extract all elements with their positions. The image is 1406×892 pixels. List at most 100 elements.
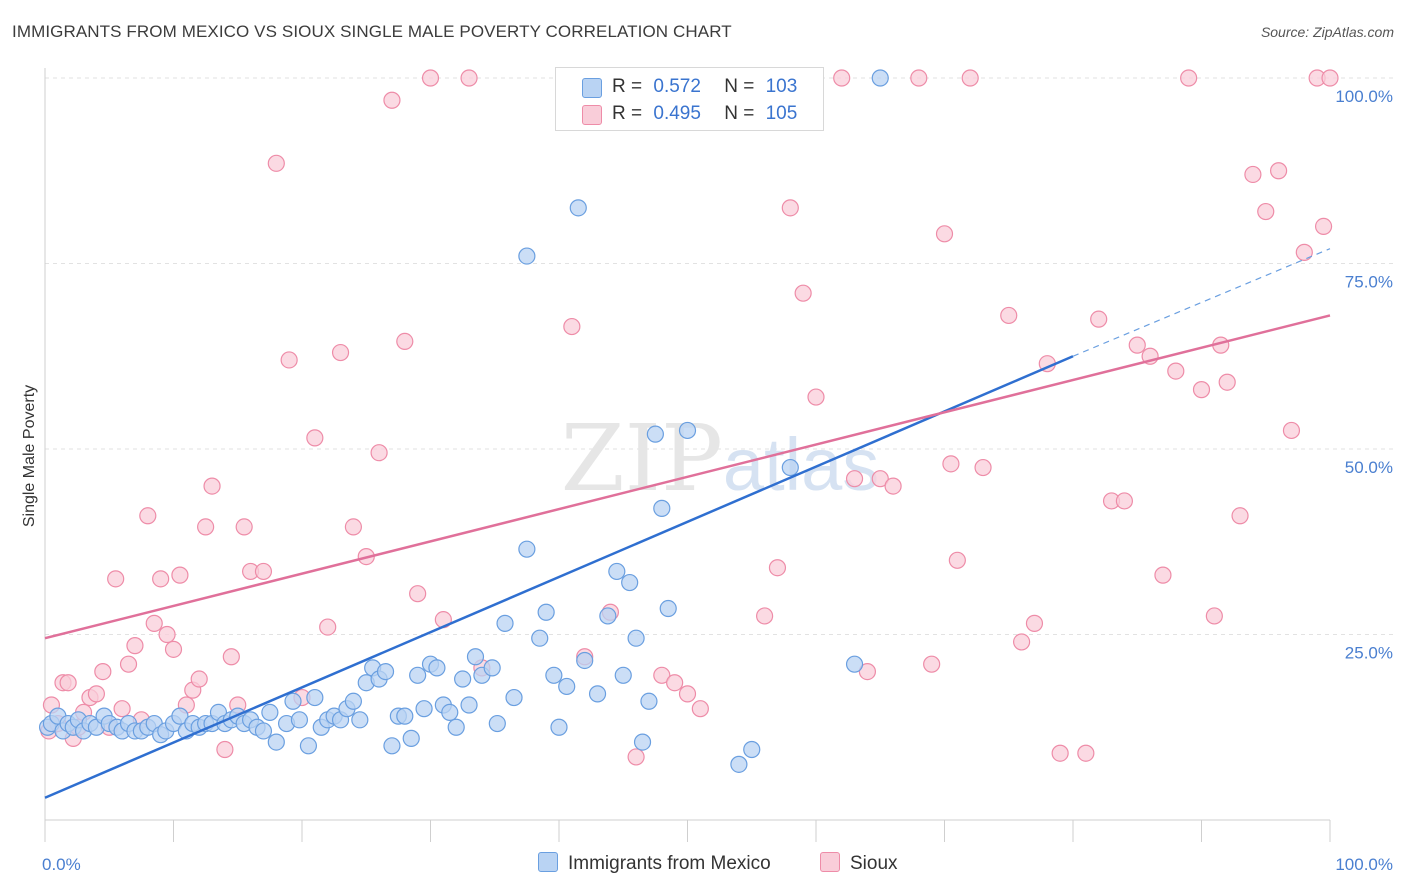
mexico-point <box>569 199 587 217</box>
sioux-point <box>627 748 645 766</box>
sioux-point <box>113 700 131 718</box>
bottom-legend-mexico: Immigrants from Mexico <box>538 852 771 875</box>
sioux-point <box>781 199 799 217</box>
sioux-point <box>1154 566 1172 584</box>
mexico-point <box>402 729 420 747</box>
sioux-point <box>1218 373 1236 391</box>
sioux-point <box>948 551 966 569</box>
mexico-point <box>171 707 189 725</box>
mexico-point <box>743 740 761 759</box>
sioux-point <box>794 284 812 302</box>
mexico-point <box>344 692 362 710</box>
sioux-point <box>1205 607 1223 625</box>
mexico-point <box>614 666 632 684</box>
sioux-point <box>1115 492 1134 510</box>
x-tick-label: 0.0% <box>42 855 81 874</box>
mexico-point <box>383 737 401 755</box>
sioux-point <box>1051 744 1069 762</box>
sioux-point <box>923 655 941 673</box>
mexico-trend-extension <box>1072 248 1331 357</box>
legend-r-value: 0.572 <box>653 76 701 97</box>
sioux-point <box>331 343 350 362</box>
sioux-point <box>319 618 337 636</box>
legend: R = 0.572 N = 103 R = 0.495 N = 105 <box>555 67 824 131</box>
sioux-point <box>1269 162 1288 180</box>
sioux-point <box>653 666 671 684</box>
mexico-point <box>488 714 506 733</box>
sioux-point <box>1000 306 1018 325</box>
legend-r-label: R = <box>612 76 643 97</box>
mexico-trend-line <box>44 355 1074 799</box>
mexico-point <box>678 421 697 440</box>
mexico-point <box>306 688 324 707</box>
mexico-points <box>38 69 889 773</box>
sioux-point <box>409 585 427 603</box>
sioux-point <box>460 69 478 87</box>
mexico-point <box>627 629 645 647</box>
mexico-point <box>871 69 889 87</box>
sioux-point <box>344 518 362 536</box>
sioux-point <box>1282 421 1301 440</box>
mexico-point <box>254 722 273 740</box>
chart-title: IMMIGRANTS FROM MEXICO VS SIOUX SINGLE M… <box>12 22 732 41</box>
sioux-point <box>139 507 157 525</box>
sioux-point <box>961 69 979 87</box>
mexico-point <box>351 711 369 729</box>
sioux-point <box>858 662 877 681</box>
mexico-point <box>550 718 568 736</box>
mexico-point <box>537 603 555 621</box>
sioux-point <box>1025 614 1044 632</box>
legend-swatch-mexico <box>582 78 602 98</box>
mexico-point <box>428 659 446 677</box>
sioux-point <box>396 332 414 351</box>
mexico-point <box>299 737 318 755</box>
mexico-point <box>505 688 523 707</box>
sioux-point <box>1244 165 1262 184</box>
sioux-point <box>87 685 106 703</box>
mexico-point <box>621 573 639 592</box>
sioux-point <box>833 69 851 87</box>
sioux-point <box>1231 507 1249 525</box>
source-label: Source: ZipAtlas.com <box>1260 24 1394 40</box>
mexico-point <box>496 614 514 632</box>
sioux-trend-line <box>44 314 1331 640</box>
sioux-point <box>254 562 273 581</box>
mexico-point <box>653 499 671 517</box>
legend-row-sioux: R = 0.495 N = 105 <box>556 101 823 127</box>
mexico-point <box>460 696 478 714</box>
legend-r-label: R = <box>612 103 643 124</box>
legend-n-label: N = <box>724 76 755 97</box>
sioux-point <box>383 91 401 109</box>
sioux-point <box>1192 381 1211 399</box>
mexico-point <box>640 692 658 710</box>
mexico-point <box>730 755 748 773</box>
sioux-point <box>267 154 285 172</box>
mexico-point <box>518 540 536 558</box>
sioux-point <box>203 477 221 495</box>
sioux-point <box>935 225 954 243</box>
sioux-point <box>974 458 992 477</box>
mexico-point <box>466 648 485 666</box>
axes <box>44 68 1331 842</box>
mexico-point <box>454 670 472 688</box>
y-tick-label: 25.0% <box>1345 644 1393 663</box>
mexico-point <box>267 733 285 751</box>
mexico-point <box>441 703 459 722</box>
sioux-point <box>59 674 77 692</box>
sioux-point <box>107 570 125 588</box>
sioux-point <box>1090 310 1108 328</box>
sioux-point <box>171 566 189 584</box>
legend-n-value: 103 <box>765 76 798 97</box>
sioux-point <box>871 470 889 488</box>
y-tick-label: 50.0% <box>1345 458 1393 477</box>
sioux-point <box>222 648 240 666</box>
grid-lines <box>45 77 1395 635</box>
mexico-point <box>576 651 594 670</box>
bottom-legend-swatch-sioux <box>820 852 840 872</box>
mexico-point <box>376 662 395 681</box>
sioux-point <box>1167 362 1185 380</box>
sioux-point <box>1257 202 1275 221</box>
sioux-point <box>235 518 253 536</box>
sioux-point <box>1295 243 1313 261</box>
